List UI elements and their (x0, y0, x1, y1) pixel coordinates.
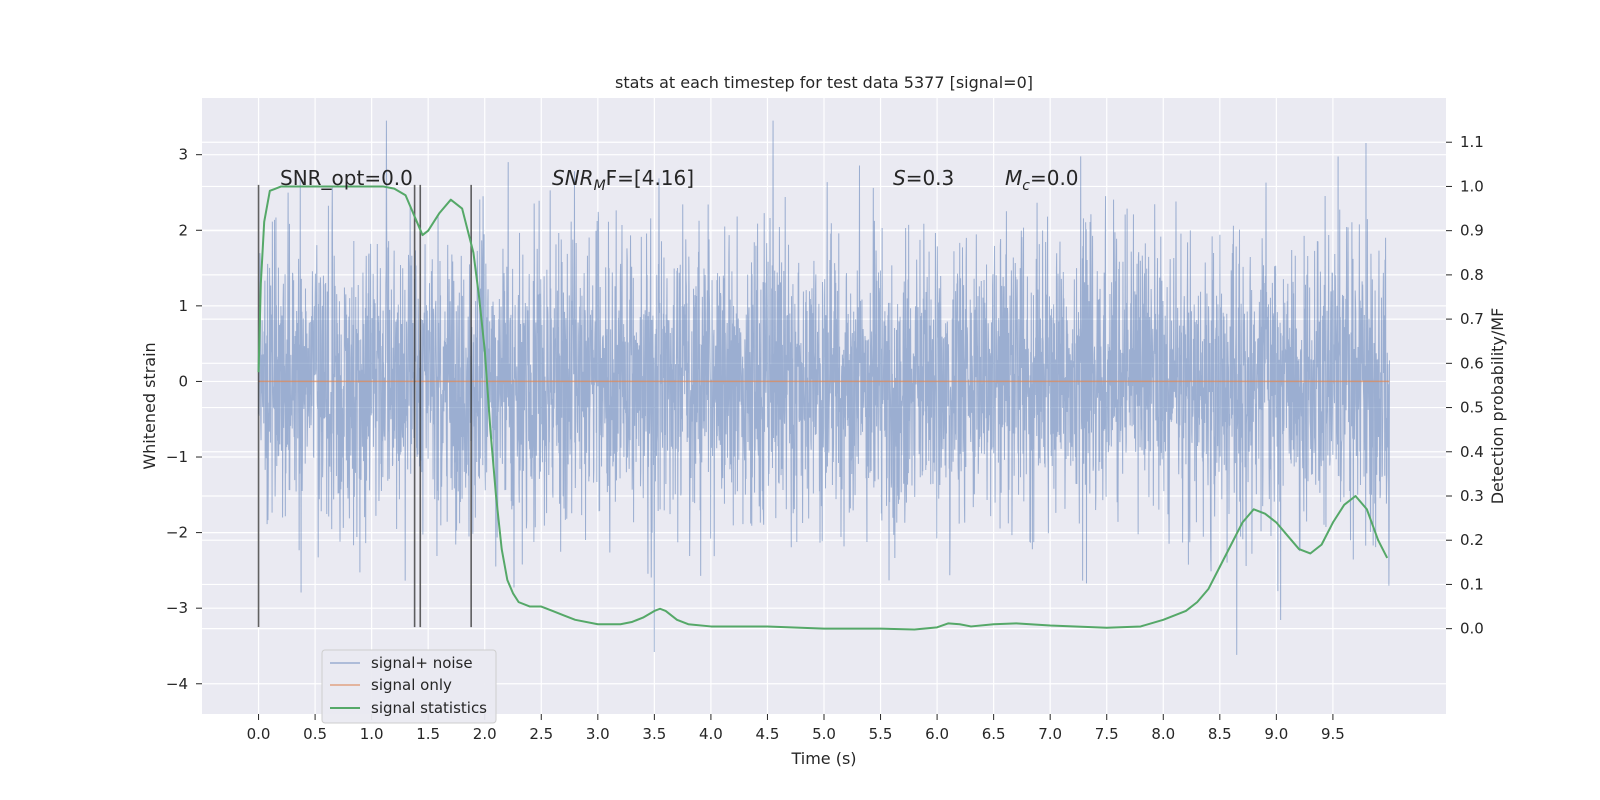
x-tick-label: 4.5 (756, 725, 780, 743)
legend: signal+ noise signal only signal statist… (321, 649, 497, 724)
x-tick-label: 5.5 (869, 725, 893, 743)
y2-tick-label: 0.7 (1460, 310, 1484, 328)
chart-title: stats at each timestep for test data 537… (615, 73, 1033, 92)
axis-ticks: 0.0 0.5 1.0 1.5 2.0 2.5 3.0 3.5 4.0 4.5 5.0 5.5 6.0 6… (166, 133, 1484, 743)
x-tick-label: 6.0 (925, 725, 949, 743)
y2-tick-label: 1.0 (1460, 177, 1484, 195)
x-tick-label: 0.5 (303, 725, 327, 743)
x-tick-label: 8.5 (1208, 725, 1232, 743)
legend-box (321, 649, 497, 724)
y2-tick-label: 0.9 (1460, 222, 1484, 240)
x-tick-label: 6.5 (982, 725, 1006, 743)
annotation-s: S=0.3 (893, 166, 954, 190)
x-tick-label: 8.0 (1151, 725, 1175, 743)
y-axis-label: Whitened strain (140, 342, 159, 469)
x-tick-label: 4.0 (699, 725, 723, 743)
annotation-snr-mf: SNRMF=[4.16] (552, 166, 694, 194)
x-tick-label: 1.0 (360, 725, 384, 743)
y2-tick-label: 0.3 (1460, 487, 1484, 505)
y2-tick-label: 0.1 (1460, 575, 1484, 593)
x-tick-label: 1.5 (416, 725, 440, 743)
vertical-markers (257, 184, 472, 628)
signal-statistics-line (257, 185, 1389, 631)
y-tick-label: 3 (178, 146, 188, 164)
y2-tick-label: 1.1 (1460, 133, 1484, 151)
x-tick-label: 5.0 (812, 725, 836, 743)
legend-label-signal-statistics: signal statistics (371, 699, 487, 717)
y-tick-label: 2 (178, 221, 188, 239)
y2-tick-label: 0.2 (1460, 531, 1484, 549)
y-tick-label: −1 (166, 448, 188, 466)
x-tick-label: 7.5 (1095, 725, 1119, 743)
x-tick-label: 9.5 (1321, 725, 1345, 743)
y2-tick-label: 0.5 (1460, 399, 1484, 417)
x-tick-label: 3.0 (586, 725, 610, 743)
x-tick-label: 7.0 (1038, 725, 1062, 743)
y2-axis-label: Detection probability/MF (1488, 308, 1507, 505)
signal-noise-line (258, 120, 1390, 655)
x-axis-label: Time (s) (790, 749, 856, 768)
y-tick-label: −2 (166, 524, 188, 542)
y2-tick-label: 0.0 (1460, 620, 1484, 638)
legend-label-signal-noise: signal+ noise (371, 654, 473, 672)
x-tick-label: 3.5 (642, 725, 666, 743)
x-tick-label: 2.5 (529, 725, 553, 743)
x-tick-label: 9.0 (1264, 725, 1288, 743)
y2-tick-label: 0.8 (1460, 266, 1484, 284)
y2-tick-label: 0.4 (1460, 443, 1484, 461)
y-tick-label: −4 (166, 675, 188, 693)
y-tick-label: −3 (166, 599, 188, 617)
annotation-snr-opt: SNR_opt=0.0 (280, 166, 413, 190)
signal-noise-trace (258, 120, 1390, 655)
x-tick-label: 2.0 (473, 725, 497, 743)
signal-statistics-trace (257, 185, 1389, 631)
y-tick-label: 1 (178, 297, 188, 315)
y2-tick-label: 0.6 (1460, 354, 1484, 372)
legend-label-signal-only: signal only (371, 676, 452, 694)
x-tick-label: 0.0 (247, 725, 271, 743)
y-tick-label: 0 (178, 372, 188, 390)
annotation-mc: Mc=0.0 (1005, 166, 1079, 194)
